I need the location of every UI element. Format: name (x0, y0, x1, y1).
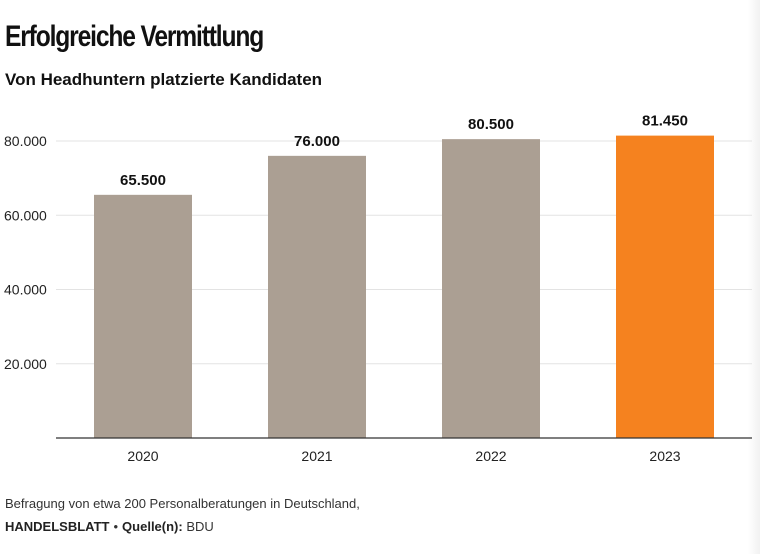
y-tick-label: 60.000 (4, 207, 47, 223)
source-separator: • (113, 519, 119, 534)
bar-2022 (442, 139, 540, 439)
bar-2021 (268, 155, 366, 438)
bar-value-label: 80.500 (468, 116, 514, 133)
bar-value-label: 81.450 (642, 113, 688, 130)
chart-subtitle: Von Headhuntern platzierte Kandidaten (5, 70, 323, 89)
bar-2023 (616, 135, 714, 438)
bar-2020 (94, 194, 192, 438)
bar-value-label: 76.000 (294, 133, 340, 150)
footnote: Befragung von etwa 200 Personalberatunge… (5, 496, 360, 511)
x-tick-label: 2022 (475, 448, 506, 464)
x-tick-label: 2020 (127, 448, 158, 464)
x-tick-label: 2023 (649, 448, 680, 464)
x-tick-label: 2021 (301, 448, 332, 464)
y-tick-label: 80.000 (4, 133, 47, 149)
publisher-brand: HANDELSBLATT (5, 519, 110, 534)
right-edge-shade (748, 0, 760, 554)
chart-title: Erfolgreiche Vermittlung (5, 20, 264, 53)
bar-value-label: 65.500 (120, 172, 166, 189)
y-tick-label: 20.000 (4, 356, 47, 372)
source-line: HANDELSBLATT • Quelle(n): BDU (5, 519, 214, 534)
source-label: Quelle(n): (122, 519, 183, 534)
y-tick-label: 40.000 (4, 282, 47, 298)
source-value: BDU (186, 519, 214, 534)
bar-chart: 20.000 40.000 60.000 80.000 65.500 2020 76.000… (4, 113, 752, 464)
